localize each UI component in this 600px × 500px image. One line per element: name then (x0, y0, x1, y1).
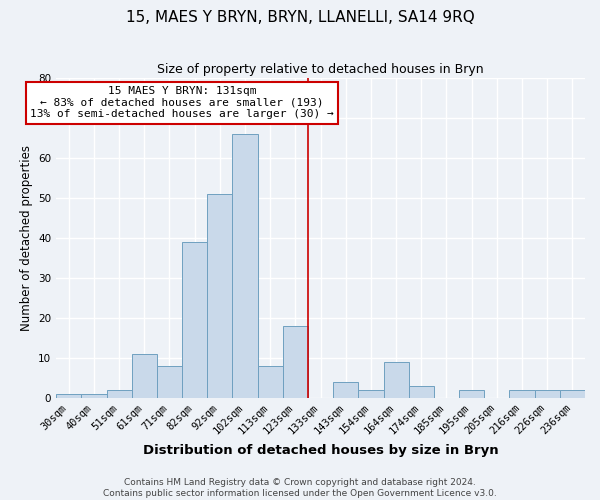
Bar (207, 194, 232, 398)
Title: Size of property relative to detached houses in Bryn: Size of property relative to detached ho… (157, 62, 484, 76)
Bar (535, 390, 560, 398)
Bar (257, 366, 283, 398)
Bar (283, 326, 308, 398)
Text: 15 MAES Y BRYN: 131sqm
← 83% of detached houses are smaller (193)
13% of semi-de: 15 MAES Y BRYN: 131sqm ← 83% of detached… (30, 86, 334, 119)
Bar (333, 382, 358, 398)
Text: 15, MAES Y BRYN, BRYN, LLANELLI, SA14 9RQ: 15, MAES Y BRYN, BRYN, LLANELLI, SA14 9R… (125, 10, 475, 25)
Bar (383, 362, 409, 398)
Bar (82, 394, 107, 398)
X-axis label: Distribution of detached houses by size in Bryn: Distribution of detached houses by size … (143, 444, 499, 458)
Bar (459, 390, 484, 398)
Bar (107, 390, 132, 398)
Bar (232, 134, 257, 398)
Bar (409, 386, 434, 398)
Bar (132, 354, 157, 398)
Bar (182, 242, 207, 398)
Bar (509, 390, 535, 398)
Bar (56, 394, 82, 398)
Text: Contains HM Land Registry data © Crown copyright and database right 2024.
Contai: Contains HM Land Registry data © Crown c… (103, 478, 497, 498)
Bar (358, 390, 383, 398)
Bar (560, 390, 585, 398)
Bar (157, 366, 182, 398)
Y-axis label: Number of detached properties: Number of detached properties (20, 145, 32, 331)
